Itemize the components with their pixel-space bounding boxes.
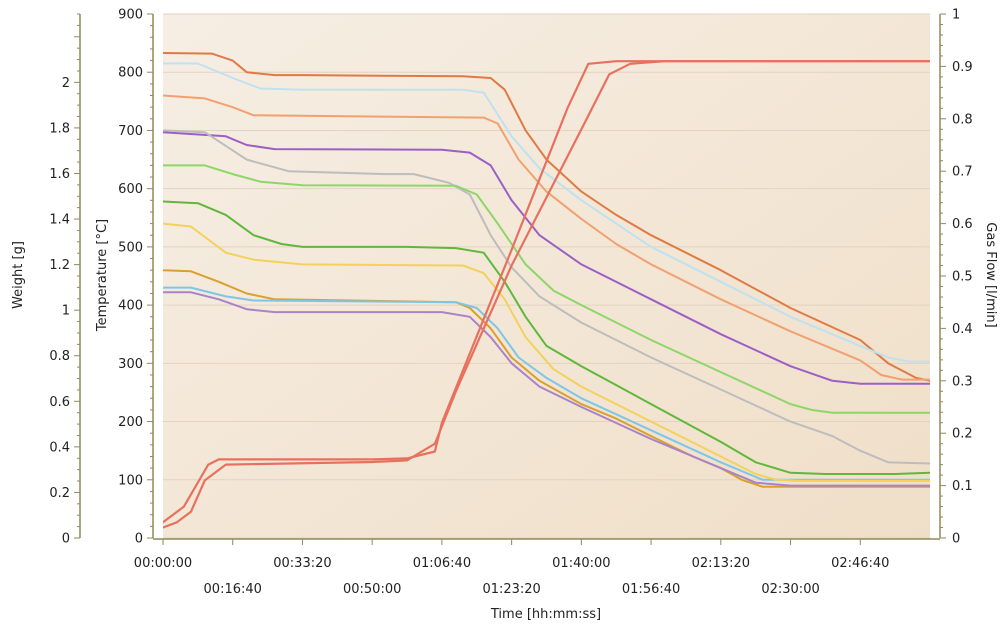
- weight-tick-label: 0.4: [49, 440, 70, 455]
- temperature-tick-label: 200: [118, 415, 143, 430]
- temperature-tick-label: 400: [118, 299, 143, 314]
- x-tick-label: 01:06:40: [413, 556, 471, 571]
- temperature-tick-label: 600: [118, 182, 143, 197]
- weight-tick-label: 0.8: [49, 349, 70, 364]
- series-layer: [163, 52, 930, 529]
- plot-area: [163, 14, 930, 538]
- gas-flow-tick-label: 0.9: [952, 60, 973, 75]
- x-axis-ticks: 00:00:00 00:16:40 00:33:20 00:50:00 01:06:40…: [134, 539, 889, 597]
- weight-tick-label: 1.2: [49, 258, 70, 273]
- gas-flow-tick-label: 1: [952, 8, 960, 23]
- series-line-4: [163, 131, 930, 385]
- series-line-11: [163, 291, 930, 487]
- gas-flow-tick-label: 0.1: [952, 479, 973, 494]
- temperature-tick-label: 0: [135, 532, 143, 547]
- x-tick-label: 02:30:00: [761, 582, 819, 597]
- series-line-9: [163, 222, 930, 482]
- gas-flow-tick-label: 0.5: [952, 270, 973, 285]
- gas-flow-tick-label: 0.8: [952, 112, 973, 127]
- series-line-6: [163, 164, 930, 414]
- gas-flow-axis-ticks: 0 0.1 0.2 0.3 0.4 0.5 0.6 0.7 0.8 0.9 1: [940, 8, 973, 547]
- x-axis-title: Time [hh:mm:ss]: [490, 607, 601, 622]
- gas-flow-tick-label: 0: [952, 532, 960, 547]
- weight-tick-label: 1.8: [49, 121, 70, 136]
- weight-axis-ticks: 0 0.2 0.4 0.6 0.8 1 1.2 1.4 1.6 1.8 2: [49, 13, 80, 547]
- x-tick-label: 01:40:00: [552, 556, 610, 571]
- temperature-tick-label: 900: [118, 8, 143, 23]
- weight-tick-label: 1: [62, 304, 70, 319]
- x-tick-label: 00:00:00: [134, 556, 192, 571]
- temperature-tick-label: 500: [118, 240, 143, 255]
- gas-flow-tick-label: 0.4: [952, 322, 973, 337]
- series-line-13: [163, 60, 930, 529]
- series-line-8: [163, 286, 930, 481]
- weight-tick-label: 1.6: [49, 167, 70, 182]
- series-line-2: [163, 94, 930, 381]
- weight-axis-title: Weight [g]: [11, 241, 26, 309]
- weight-tick-label: 0.6: [49, 395, 70, 410]
- x-tick-label: 01:23:20: [482, 582, 540, 597]
- series-line-3: [163, 62, 930, 363]
- temperature-tick-label: 100: [118, 473, 143, 488]
- x-tick-label: 00:33:20: [273, 556, 331, 571]
- gas-flow-axis-title: Gas Flow [l/min]: [983, 222, 998, 327]
- gas-flow-tick-label: 0.2: [952, 427, 973, 442]
- temperature-axis-ticks: 0 100 200 300 400 500 600 700 800 900: [118, 8, 153, 547]
- weight-tick-label: 1.4: [49, 213, 70, 228]
- weight-tick-label: 0: [62, 532, 70, 547]
- x-tick-label: 02:13:20: [692, 556, 750, 571]
- temperature-axis-title: Temperature [°C]: [95, 219, 110, 332]
- x-tick-label: 01:56:40: [622, 582, 680, 597]
- x-tick-label: 02:46:40: [831, 556, 889, 571]
- x-tick-label: 00:16:40: [204, 582, 262, 597]
- gas-flow-tick-label: 0.7: [952, 165, 973, 180]
- temperature-tick-label: 700: [118, 124, 143, 139]
- gas-flow-tick-label: 0.6: [952, 217, 973, 232]
- temperature-tick-label: 300: [118, 357, 143, 372]
- gridlines: [163, 13, 930, 539]
- gas-flow-tick-label: 0.3: [952, 374, 973, 389]
- series-line-10: [163, 200, 930, 475]
- weight-tick-label: 2: [62, 76, 70, 91]
- x-tick-label: 00:50:00: [343, 582, 401, 597]
- weight-tick-label: 0.2: [49, 486, 70, 501]
- series-line-1: [163, 52, 930, 382]
- temperature-tick-label: 800: [118, 66, 143, 81]
